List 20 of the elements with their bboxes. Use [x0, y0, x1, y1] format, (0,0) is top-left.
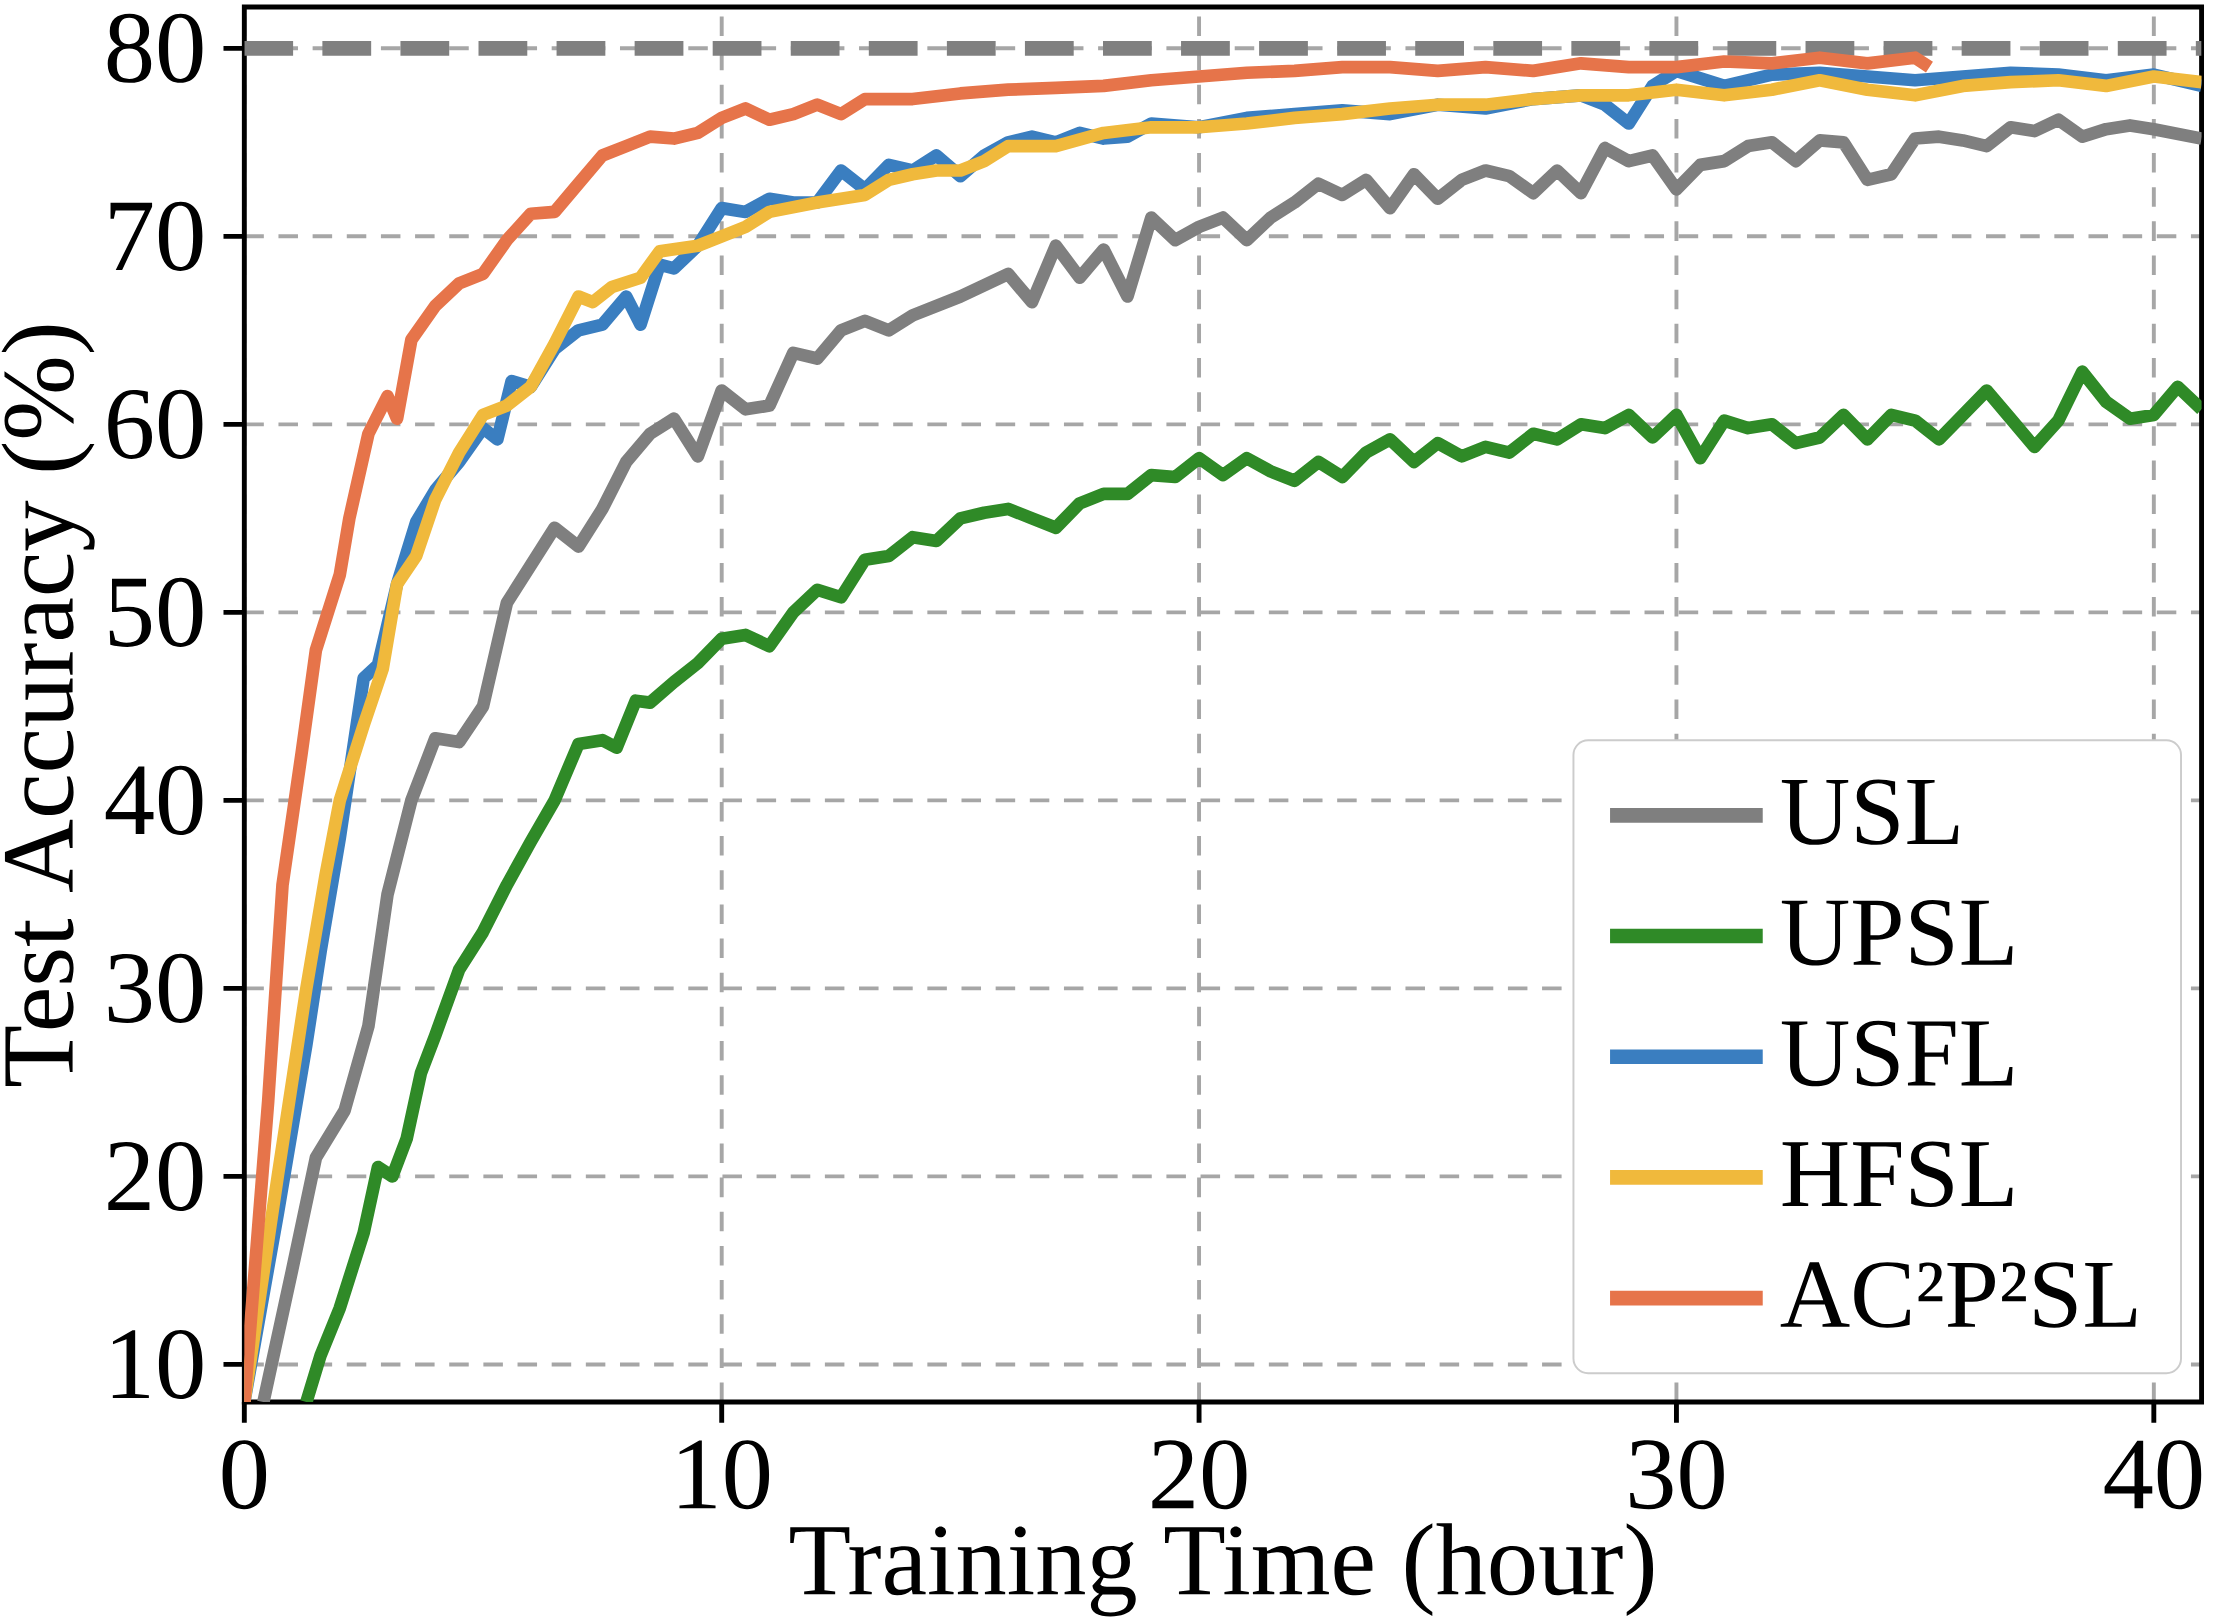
x-tick-label: 20	[1152, 1440, 1247, 1510]
x-tick-label: 40	[2104, 1440, 2202, 1510]
x-tick-label: 30	[1630, 1440, 1724, 1510]
y-axis-title: Test Accuracy (%)	[1, 325, 95, 1086]
legend-label: HFSL	[1782, 1141, 2013, 1207]
legend-label: UPSL	[1781, 899, 2013, 966]
y-tick-label: 70	[110, 201, 203, 271]
y-tick-label: 80	[107, 13, 203, 83]
legend-label: USFL	[1781, 1020, 2013, 1087]
legend-label: AC²P²SL	[1780, 1262, 2137, 1328]
y-tick-label: 10	[112, 1329, 203, 1399]
y-tick-label: 30	[108, 953, 203, 1023]
y-tick-label: 60	[108, 389, 203, 459]
y-tick-label: 50	[109, 577, 203, 647]
legend-label: USL	[1781, 779, 1959, 845]
x-axis-title: Training Time (hour)	[790, 1523, 1654, 1617]
x-tick-label: 10	[679, 1440, 770, 1510]
x-tick-label: 0	[222, 1440, 267, 1510]
y-tick-label: 20	[108, 1141, 203, 1211]
y-tick-label: 40	[105, 765, 203, 835]
